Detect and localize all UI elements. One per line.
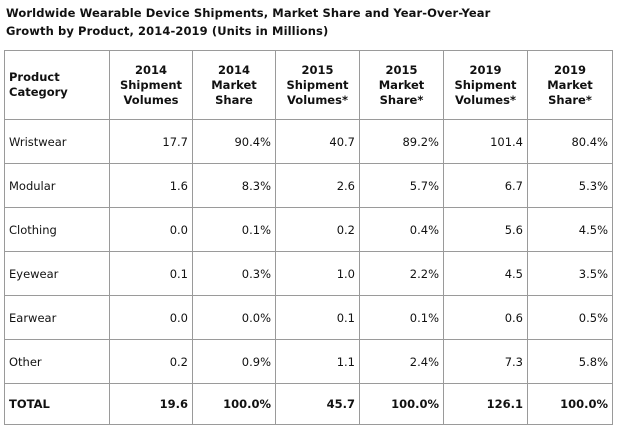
value-cell: 1.6: [109, 163, 193, 208]
category-cell: Earwear: [4, 295, 110, 340]
value-cell: 6.7: [443, 163, 528, 208]
value-cell: 89.2%: [359, 119, 444, 164]
column-header-line: Volumes: [123, 92, 179, 107]
value-cell: 3.5%: [527, 251, 613, 296]
table-title-line-2: Growth by Product, 2014-2019 (Units in M…: [6, 24, 329, 38]
value-cell: 0.0: [109, 295, 193, 340]
value-cell: 0.1: [275, 295, 360, 340]
value-cell: 45.7: [275, 383, 360, 425]
column-header-line: Product: [9, 70, 60, 84]
column-header-line: 2014: [134, 62, 167, 77]
column-header-line: Market: [378, 77, 425, 92]
value-cell: 0.9%: [192, 339, 276, 384]
table-row: Eyewear 0.1 0.3% 1.0 2.2% 4.5 3.5%: [4, 251, 613, 296]
value-cell: 2.2%: [359, 251, 444, 296]
category-cell: TOTAL: [4, 383, 110, 425]
value-cell: 0.5%: [527, 295, 613, 340]
table-row: Clothing 0.0 0.1% 0.2 0.4% 5.6 4.5%: [4, 207, 613, 252]
value-cell: 1.0: [275, 251, 360, 296]
value-cell: 126.1: [443, 383, 528, 425]
value-cell: 19.6: [109, 383, 193, 425]
category-cell: Modular: [4, 163, 110, 208]
value-cell: 0.2: [275, 207, 360, 252]
column-header: 2019 Shipment Volumes*: [443, 50, 528, 120]
category-cell: Wristwear: [4, 119, 110, 164]
column-header-line: Shipment: [286, 77, 349, 92]
column-header-line: 2019: [469, 62, 502, 77]
column-header-line: Shipment: [454, 77, 517, 92]
column-header-line: Share*: [379, 92, 424, 107]
table-title-line-1: Worldwide Wearable Device Shipments, Mar…: [6, 6, 491, 20]
value-cell: 0.0%: [192, 295, 276, 340]
value-cell: 17.7: [109, 119, 193, 164]
value-cell: 0.2: [109, 339, 193, 384]
value-cell: 5.3%: [527, 163, 613, 208]
value-cell: 5.7%: [359, 163, 444, 208]
value-cell: 100.0%: [359, 383, 444, 425]
column-header-line: 2015: [301, 62, 334, 77]
value-cell: 0.1%: [192, 207, 276, 252]
value-cell: 2.6: [275, 163, 360, 208]
value-cell: 0.0: [109, 207, 193, 252]
table-body: Wristwear 17.7 90.4% 40.7 89.2% 101.4 80.4% Mod…: [4, 119, 613, 425]
value-cell: 0.4%: [359, 207, 444, 252]
column-header: 2019 Market Share*: [527, 50, 613, 120]
table-header: Product Category 2014 Shipment Volumes 2014 Ma…: [4, 50, 613, 120]
column-header-line: 2015: [385, 62, 418, 77]
column-header: 2015 Market Share*: [359, 50, 444, 120]
value-cell: 0.3%: [192, 251, 276, 296]
category-cell: Eyewear: [4, 251, 110, 296]
column-header-line: Share*: [548, 92, 592, 107]
column-header-line: Share: [215, 92, 253, 107]
column-header: Product Category: [4, 50, 110, 120]
value-cell: 8.3%: [192, 163, 276, 208]
shipments-table: Product Category 2014 Shipment Volumes 2014 Ma…: [4, 50, 613, 425]
value-cell: 4.5: [443, 251, 528, 296]
category-cell: Other: [4, 339, 110, 384]
column-header-line: Market: [547, 77, 593, 92]
value-cell: 2.4%: [359, 339, 444, 384]
total-row: TOTAL 19.6 100.0% 45.7 100.0% 126.1 100.0%: [4, 383, 613, 425]
column-header-line: 2014: [217, 62, 250, 77]
value-cell: 5.6: [443, 207, 528, 252]
column-header: 2014 Market Share: [192, 50, 276, 120]
value-cell: 0.1%: [359, 295, 444, 340]
value-cell: 80.4%: [527, 119, 613, 164]
column-header-line: Shipment: [119, 77, 183, 92]
value-cell: 4.5%: [527, 207, 613, 252]
column-header-line: Volumes*: [455, 92, 516, 107]
table-row: Modular 1.6 8.3% 2.6 5.7% 6.7 5.3%: [4, 163, 613, 208]
value-cell: 5.8%: [527, 339, 613, 384]
table-row: Earwear 0.0 0.0% 0.1 0.1% 0.6 0.5%: [4, 295, 613, 340]
column-header-line: Volumes*: [287, 92, 348, 107]
value-cell: 40.7: [275, 119, 360, 164]
value-cell: 7.3: [443, 339, 528, 384]
column-header-line: Category: [9, 85, 68, 99]
value-cell: 0.6: [443, 295, 528, 340]
table-row: Wristwear 17.7 90.4% 40.7 89.2% 101.4 80.4%: [4, 119, 613, 164]
category-cell: Clothing: [4, 207, 110, 252]
value-cell: 100.0%: [192, 383, 276, 425]
value-cell: 0.1: [109, 251, 193, 296]
value-cell: 101.4: [443, 119, 528, 164]
header-row: Product Category 2014 Shipment Volumes 2014 Ma…: [4, 50, 613, 120]
column-header-line: Market: [211, 77, 257, 92]
table-row: Other 0.2 0.9% 1.1 2.4% 7.3 5.8%: [4, 339, 613, 384]
value-cell: 1.1: [275, 339, 360, 384]
column-header: 2015 Shipment Volumes*: [275, 50, 360, 120]
column-header: 2014 Shipment Volumes: [109, 50, 193, 120]
table-title: Worldwide Wearable Device Shipments, Mar…: [6, 4, 611, 40]
value-cell: 100.0%: [527, 383, 613, 425]
column-header-line: 2019: [553, 62, 586, 77]
value-cell: 90.4%: [192, 119, 276, 164]
